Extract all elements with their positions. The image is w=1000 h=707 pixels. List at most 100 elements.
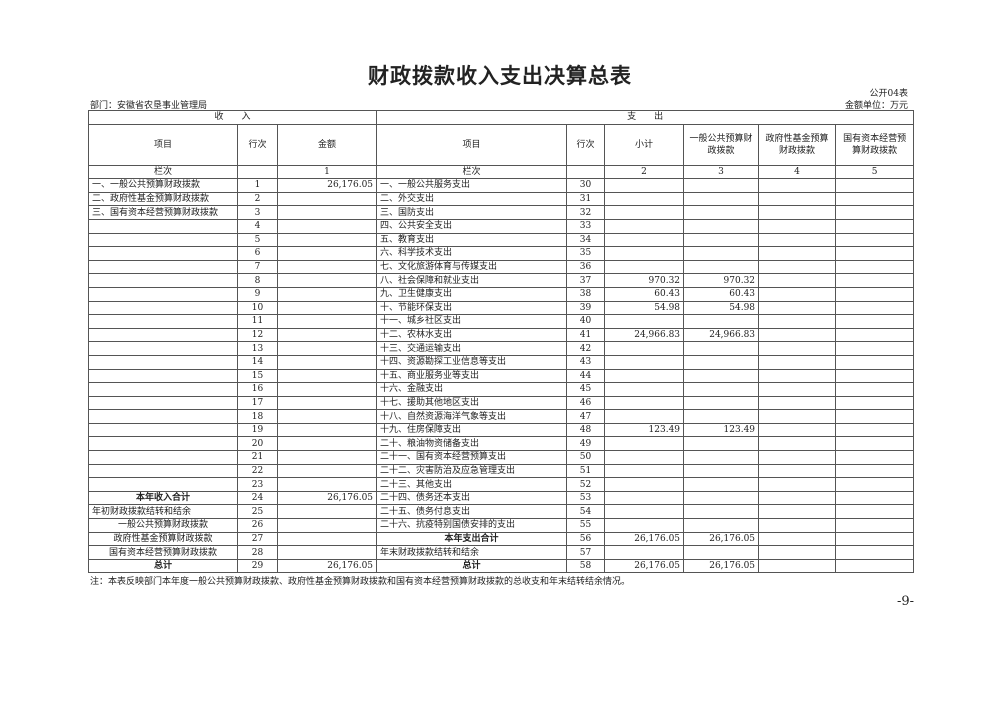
soe-capital-cell	[835, 545, 915, 560]
income-line-cell: 27	[237, 531, 278, 547]
expense-item-cell: 十三、交通运输支出	[376, 341, 568, 356]
table-row: 16 十六、金融支出 45	[88, 382, 915, 397]
expense-line-cell: 57	[566, 545, 606, 560]
expense-line-cell: 31	[566, 191, 606, 207]
expense-line-cell: 50	[566, 450, 606, 465]
expense-item-cell: 六、科学技术支出	[376, 246, 568, 261]
expense-item-cell: 八、社会保障和就业支出	[376, 273, 568, 288]
expense-line-cell: 53	[566, 490, 606, 506]
expense-subtotal-cell	[604, 545, 685, 560]
expense-line-cell: 54	[566, 504, 606, 520]
gov-fund-cell	[758, 259, 837, 275]
expense-item-cell: 二十二、灾害防治及应急管理支出	[376, 463, 568, 479]
expense-subtotal-cell: 26,176.05	[604, 558, 685, 574]
expense-item-cell: 七、文化旅游体育与传媒支出	[376, 259, 568, 275]
expense-subtotal-cell	[604, 246, 685, 261]
index-cell: 3	[683, 164, 760, 180]
gov-fund-cell	[758, 558, 837, 574]
gov-fund-cell	[758, 273, 837, 288]
expense-subtotal-cell	[604, 436, 685, 452]
expense-line-cell: 52	[566, 477, 606, 492]
general-budget-cell	[683, 354, 760, 370]
soe-capital-cell	[835, 518, 915, 533]
expense-line-cell: 42	[566, 341, 606, 356]
column-header: 国有资本经营预算财政拨款	[835, 123, 915, 166]
gov-fund-cell	[758, 191, 837, 207]
income-amount-cell	[276, 232, 378, 248]
expense-line-cell: 44	[566, 368, 606, 384]
income-line-cell: 8	[237, 273, 278, 288]
general-budget-cell	[683, 205, 760, 220]
expense-line-cell: 48	[566, 422, 606, 438]
expense-item-cell: 四、公共安全支出	[376, 218, 568, 234]
income-item-cell: 政府性基金预算财政拨款	[88, 531, 238, 547]
income-amount-cell	[276, 246, 378, 261]
gov-fund-cell	[758, 436, 837, 452]
expense-line-cell: 39	[566, 300, 606, 316]
gov-fund-cell	[758, 382, 837, 397]
income-line-cell: 25	[237, 504, 278, 520]
expense-line-cell: 38	[566, 286, 606, 302]
gov-fund-cell	[758, 395, 837, 411]
expense-subtotal-cell	[604, 205, 685, 220]
gov-fund-cell	[758, 286, 837, 302]
soe-capital-cell	[835, 422, 915, 438]
general-budget-cell	[683, 382, 760, 397]
soe-capital-cell	[835, 463, 915, 479]
general-budget-cell: 970.32	[683, 273, 760, 288]
general-budget-cell	[683, 504, 760, 520]
expense-line-cell: 41	[566, 327, 606, 343]
soe-capital-cell	[835, 259, 915, 275]
soe-capital-cell	[835, 218, 915, 234]
general-budget-cell	[683, 341, 760, 356]
expense-item-cell: 年末财政拨款结转和结余	[376, 545, 568, 560]
expense-subtotal-cell	[604, 450, 685, 465]
general-budget-cell	[683, 178, 760, 193]
table-row: 总计 29 26,176.05 总计 58 26,176.05 26,176.05	[88, 558, 915, 574]
income-item-cell	[88, 273, 238, 288]
income-line-cell: 4	[237, 218, 278, 234]
general-budget-cell: 54.98	[683, 300, 760, 316]
form-number: 公开04表	[869, 89, 908, 99]
income-item-cell	[88, 409, 238, 424]
table-row: 5 五、教育支出 34	[88, 232, 915, 248]
gov-fund-cell	[758, 178, 837, 193]
income-item-cell	[88, 246, 238, 261]
general-budget-cell	[683, 477, 760, 492]
income-amount-cell	[276, 218, 378, 234]
expense-subtotal-cell	[604, 490, 685, 506]
general-budget-cell	[683, 314, 760, 329]
income-amount-cell	[276, 191, 378, 207]
table-row: 二、政府性基金预算财政拨款 2 二、外交支出 31	[88, 191, 915, 207]
expense-item-cell: 二十五、债务付息支出	[376, 504, 568, 520]
gov-fund-cell	[758, 327, 837, 343]
expense-subtotal-cell	[604, 477, 685, 492]
gov-fund-cell	[758, 314, 837, 329]
table-row: 17 十七、援助其他地区支出 46	[88, 395, 915, 411]
income-item-cell	[88, 218, 238, 234]
income-amount-cell	[276, 477, 378, 492]
table-row: 6 六、科学技术支出 35	[88, 246, 915, 261]
column-header: 项目	[376, 123, 568, 166]
income-amount-cell: 26,176.05	[276, 490, 378, 506]
table-row: 三、国有资本经营预算财政拨款 3 三、国防支出 32	[88, 205, 915, 220]
expense-item-cell: 十、节能环保支出	[376, 300, 568, 316]
general-budget-cell	[683, 409, 760, 424]
gov-fund-cell	[758, 477, 837, 492]
income-line-cell: 20	[237, 436, 278, 452]
general-budget-cell: 60.43	[683, 286, 760, 302]
income-amount-cell	[276, 286, 378, 302]
expense-item-cell: 二十三、其他支出	[376, 477, 568, 492]
soe-capital-cell	[835, 205, 915, 220]
table-row: 22 二十二、灾害防治及应急管理支出 51	[88, 463, 915, 479]
expense-subtotal-cell: 26,176.05	[604, 531, 685, 547]
income-amount-cell	[276, 341, 378, 356]
income-line-cell: 15	[237, 368, 278, 384]
column-header: 行次	[566, 123, 606, 166]
expense-subtotal-cell	[604, 232, 685, 248]
soe-capital-cell	[835, 450, 915, 465]
expense-item-cell: 十一、城乡社区支出	[376, 314, 568, 329]
expense-subtotal-cell	[604, 178, 685, 193]
table-row: 14 十四、资源勘探工业信息等支出 43	[88, 354, 915, 370]
expense-subtotal-cell	[604, 259, 685, 275]
